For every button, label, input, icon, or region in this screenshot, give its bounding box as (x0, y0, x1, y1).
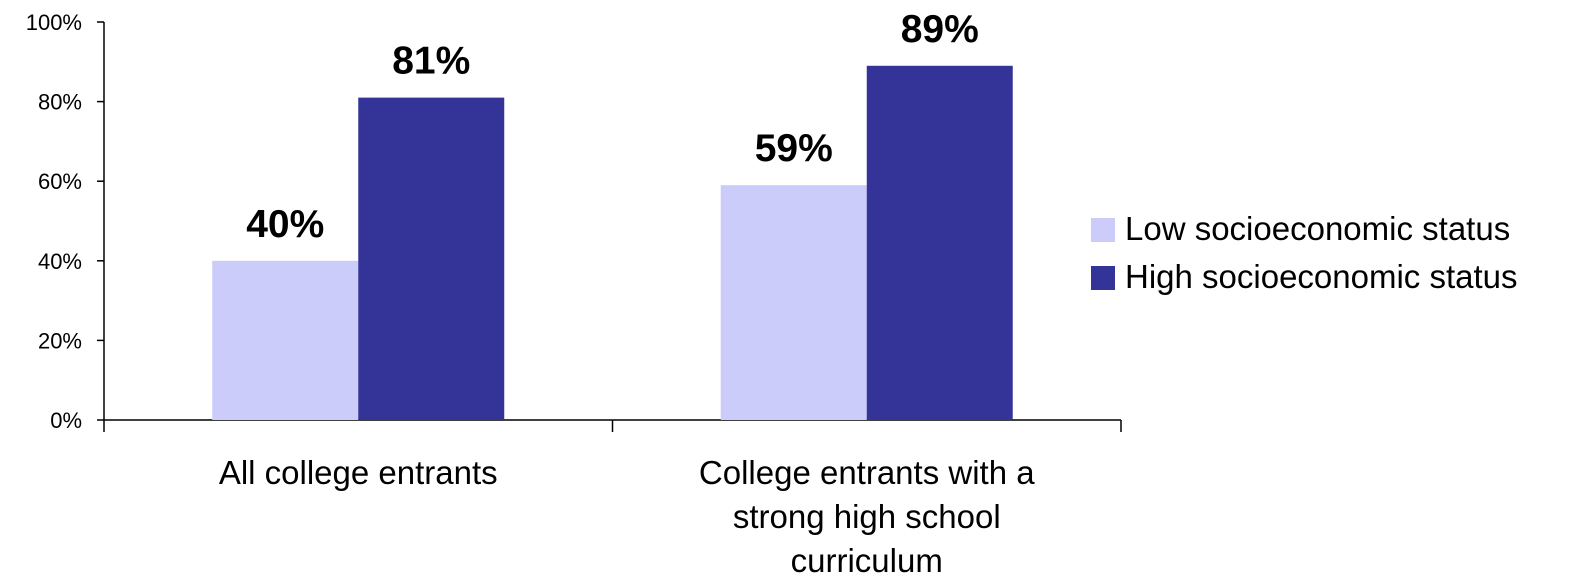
legend-swatch (1091, 266, 1115, 290)
y-tick-label: 80% (38, 90, 82, 115)
bar (866, 65, 1013, 420)
y-tick-label: 60% (38, 169, 82, 194)
y-tick-label: 20% (38, 328, 82, 353)
bars (212, 65, 1013, 421)
bar (358, 97, 505, 421)
legend-label: Low socioeconomic status (1125, 210, 1510, 247)
axes: 0% 20% 40% 60% 80% 100% All college entrants Co… (26, 10, 1122, 579)
bar (212, 260, 359, 420)
data-label: 81% (392, 40, 470, 83)
y-tick-label: 40% (38, 249, 82, 274)
y-tick-label: 0% (50, 408, 82, 433)
data-labels: 40% 81% 59% 89% (246, 8, 979, 246)
x-category-label: All college entrants (219, 454, 498, 491)
data-label: 40% (246, 203, 324, 246)
legend: Low socioeconomic status High socioeconom… (1091, 210, 1518, 295)
data-label: 89% (901, 8, 979, 51)
x-category-label: strong high school (733, 498, 1001, 535)
legend-swatch (1091, 218, 1115, 242)
x-category-label: College entrants with a (699, 454, 1035, 491)
bar (720, 185, 867, 420)
data-label: 59% (755, 127, 833, 170)
x-category-label: curriculum (791, 542, 943, 579)
legend-label: High socioeconomic status (1125, 258, 1518, 295)
y-tick-label: 100% (26, 10, 82, 35)
